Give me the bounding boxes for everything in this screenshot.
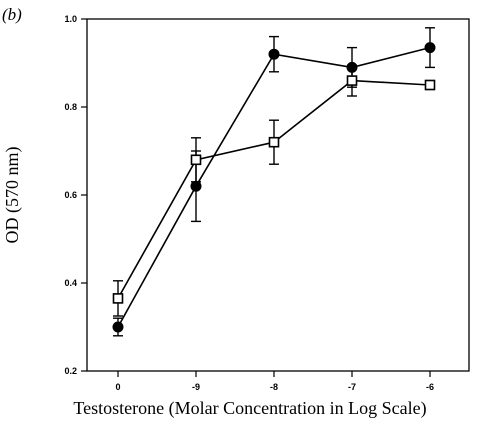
x-axis-ticks: 0 -9 -8 -7 -6	[115, 371, 434, 392]
y-axis-ticks: 0.2 0.4 0.6 0.8 1.0	[64, 14, 87, 376]
x-tick-label: -7	[348, 382, 356, 392]
data-point	[190, 154, 202, 166]
data-point	[190, 180, 202, 192]
series-2	[112, 64, 436, 317]
series-line	[117, 46, 431, 328]
x-tick-label: -8	[270, 382, 278, 392]
x-tick-label: -6	[426, 382, 434, 392]
data-point	[268, 48, 280, 60]
y-tick-label: 1.0	[64, 14, 77, 24]
data-point	[268, 136, 280, 148]
y-tick-label: 0.8	[64, 102, 77, 112]
x-tick-label: 0	[115, 382, 120, 392]
x-axis-title: Testosterone (Molar Concentration in Log…	[73, 398, 426, 419]
y-tick-label: 0.6	[64, 190, 77, 200]
y-tick-label: 0.4	[64, 278, 77, 288]
data-point	[424, 79, 436, 91]
data-point	[112, 293, 124, 304]
data-point	[424, 42, 436, 54]
y-tick-label: 0.2	[64, 366, 77, 376]
data-point	[112, 321, 124, 333]
data-point	[346, 75, 358, 86]
y-axis-title: OD (570 nm)	[2, 147, 23, 244]
panel-label: (b)	[2, 5, 22, 24]
series-1	[112, 27, 436, 337]
series-layer	[112, 27, 436, 337]
x-tick-label: -9	[192, 382, 200, 392]
series-line	[117, 79, 431, 299]
